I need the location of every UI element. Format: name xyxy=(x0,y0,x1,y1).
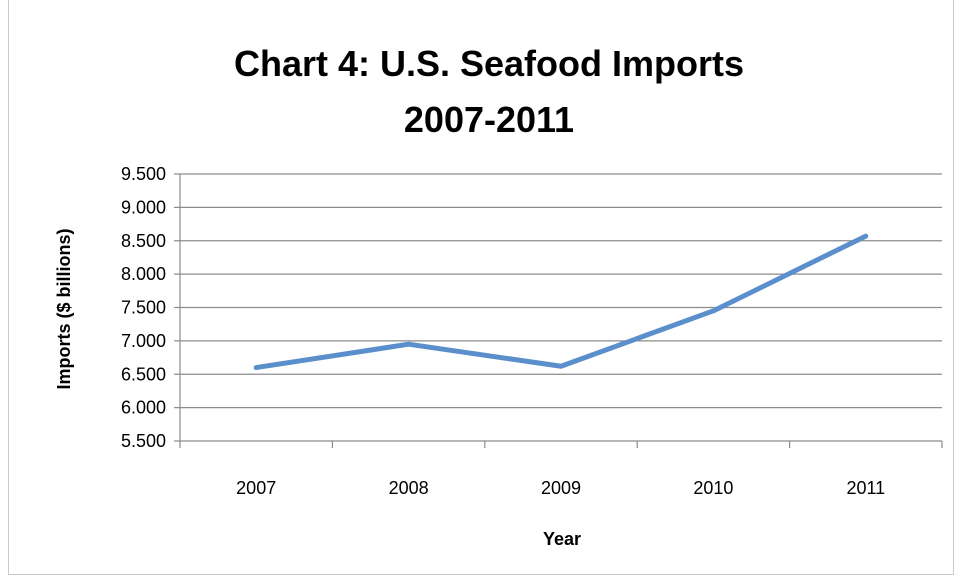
x-tick-label: 2008 xyxy=(389,478,429,498)
axes xyxy=(174,173,943,448)
y-tick-label: 6.000 xyxy=(121,398,166,418)
y-axis-tick-labels: 5.500 6.000 6.500 7.000 7.500 8.000 8.500 9.000… xyxy=(121,164,166,451)
x-axis-title: Year xyxy=(543,529,581,549)
series-layer xyxy=(253,233,869,371)
y-tick-label: 6.500 xyxy=(121,364,166,384)
x-tick-label: 2011 xyxy=(846,478,885,498)
y-tick-label: 7.000 xyxy=(121,331,166,351)
y-tick-label: 8.500 xyxy=(121,231,166,251)
x-tick-label: 2009 xyxy=(541,478,581,498)
gridlines xyxy=(180,173,942,409)
chart-frame xyxy=(8,0,954,575)
x-tick-label: 2010 xyxy=(693,478,733,498)
chart-subtitle: 2007-2011 xyxy=(404,99,574,140)
y-tick-label: 9.000 xyxy=(121,197,166,217)
chart-title: Chart 4: U.S. Seafood Imports xyxy=(234,43,744,84)
y-tick-label: 7.500 xyxy=(121,298,166,318)
y-tick-label: 8.000 xyxy=(121,264,166,284)
y-tick-label: 9.500 xyxy=(121,164,166,184)
series-line xyxy=(253,233,869,371)
x-tick-label: 2007 xyxy=(236,478,276,498)
y-axis-title: Imports ($ billions) xyxy=(54,228,74,389)
x-axis-tick-labels: 2007 2008 2009 2010 2011 xyxy=(236,478,885,498)
y-tick-label: 5.500 xyxy=(121,431,166,451)
